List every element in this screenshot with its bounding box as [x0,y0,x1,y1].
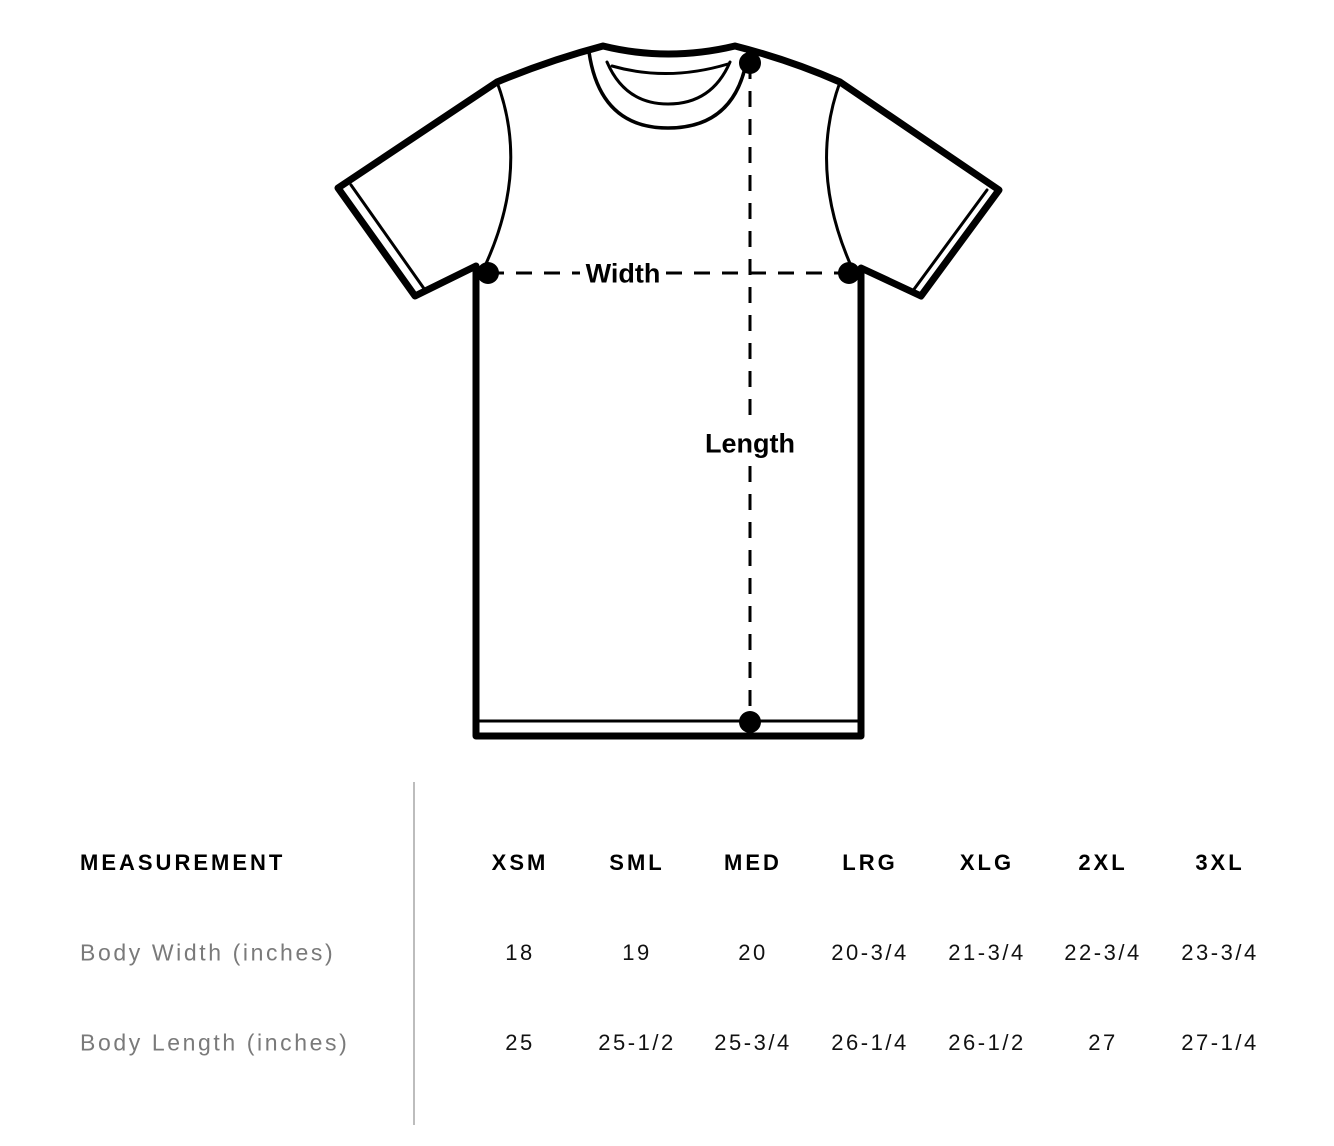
size-header: XLG [959,850,1015,875]
table-cell: 18 [505,940,535,965]
width-left-point [477,262,499,284]
right-sleeve-band [910,188,989,294]
tshirt-diagram [334,42,1003,740]
length-top-point [739,52,761,74]
table-cell: 20 [738,940,768,965]
row-label-body-width: Body Width (inches) [80,939,336,966]
size-header: MED [724,850,782,875]
size-header: 3XL [1195,850,1245,875]
table-cell: 25-1/2 [598,1030,676,1055]
table-divider [413,782,415,1125]
table-cell: 22-3/4 [1064,940,1142,965]
table-cell: 27-1/4 [1181,1030,1259,1055]
right-armhole [825,80,854,270]
table-cell: 27 [1088,1030,1118,1055]
table-cell: 19 [622,940,652,965]
width-label: Width [583,258,663,290]
table-cell: 21-3/4 [948,940,1026,965]
table-cell: 20-3/4 [831,940,909,965]
width-right-point [838,262,860,284]
size-header: XSM [491,850,549,875]
row-label-body-length: Body Length (inches) [80,1029,350,1056]
table-cell: 26-1/4 [831,1030,909,1055]
size-header: 2XL [1078,850,1128,875]
size-header: LRG [842,850,898,875]
table-cell: 25-3/4 [714,1030,792,1055]
collar-back [610,62,730,76]
length-bottom-point [739,711,761,733]
collar-inner [605,60,732,106]
left-armhole [482,80,513,270]
left-sleeve-band [349,183,427,292]
table-cell: 26-1/2 [948,1030,1026,1055]
measurement-header: MEASUREMENT [80,850,286,875]
collar-outer [587,50,750,130]
table-cell: 25 [505,1030,535,1055]
shirt-outline [334,42,1003,740]
length-label: Length [703,428,797,460]
size-header: SML [609,850,665,875]
table-cell: 23-3/4 [1181,940,1259,965]
